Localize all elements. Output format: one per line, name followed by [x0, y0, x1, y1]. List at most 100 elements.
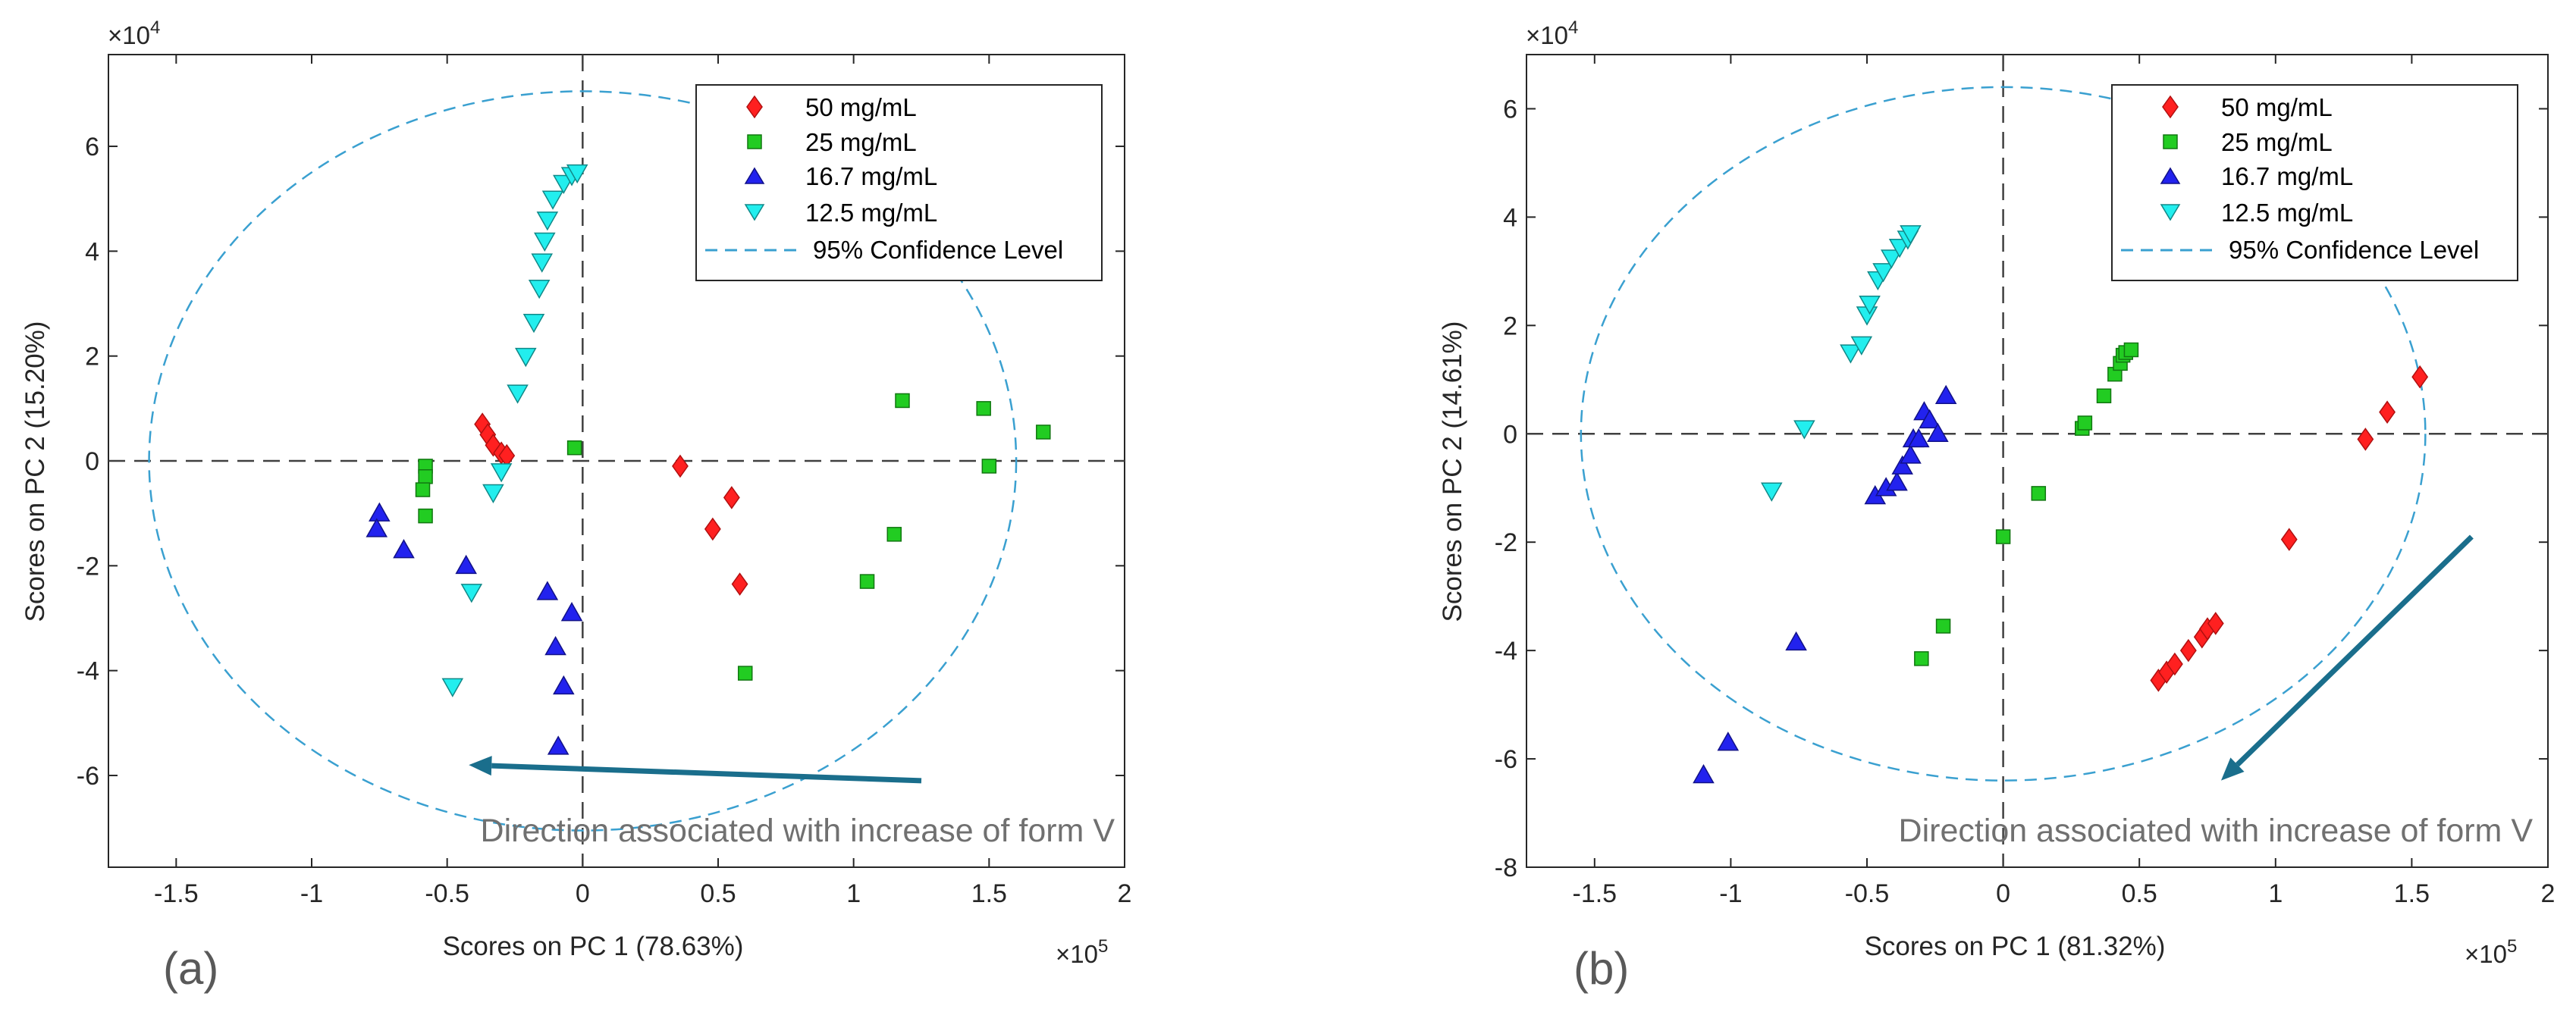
legend-label-25-b: 25 mg/mL	[2221, 128, 2333, 156]
legend-marker-16-b	[2160, 167, 2181, 184]
y-tick-label: 2	[85, 343, 99, 371]
point-16_7-b	[1785, 631, 1807, 651]
point-50-a	[723, 486, 740, 509]
legend-label-16-b: 16.7 mg/mL	[2221, 162, 2353, 190]
point-16_7-b	[1919, 409, 1941, 429]
point-25-a	[976, 401, 991, 416]
point-12_5-a	[541, 190, 564, 210]
point-12_5-a	[490, 463, 513, 483]
point-25-a	[886, 527, 902, 542]
point-12_5-b	[1859, 295, 1881, 315]
legend-label-16-a: 16.7 mg/mL	[805, 162, 937, 190]
point-12_5-a	[536, 211, 559, 231]
x-tick-label: 0	[576, 879, 590, 908]
y-tick-label: 6	[85, 133, 99, 161]
y-tick-label: 0	[85, 447, 99, 476]
point-25-b	[2123, 342, 2139, 358]
point-12_5-a	[515, 347, 537, 368]
point-16_7-a	[455, 554, 477, 575]
legend-label-conf-b: 95% Confidence Level	[2229, 236, 2479, 264]
y-exponent-a: ×104	[108, 17, 160, 49]
x-tick-label: 1	[846, 879, 861, 908]
y-ticks-a: -6 -4 -2 0 2 4 6	[77, 133, 1125, 791]
legend-marker-50-a	[746, 95, 763, 119]
point-16_7-b	[1907, 428, 1930, 448]
point-25-b	[1914, 651, 1929, 666]
point-25-b	[2031, 486, 2047, 501]
point-50-b	[2411, 365, 2429, 389]
point-12_5-b	[1872, 263, 1894, 283]
x-tick-label: 0.5	[2122, 879, 2157, 908]
point-16_7-a	[369, 502, 391, 522]
point-25-a	[1036, 425, 1051, 440]
point-16_7-b	[1934, 384, 1957, 404]
point-16_7-a	[547, 735, 569, 755]
point-16_7-b	[1693, 763, 1715, 784]
y-exponent-b: ×104	[1526, 17, 1578, 49]
x-tick-label: -1	[300, 879, 323, 908]
x-ticks-b: -1.5 -1 -0.5 0 0.5 1 1.5 2	[1573, 55, 2555, 908]
x-tick-label: 1.5	[971, 879, 1007, 908]
point-50-a	[704, 517, 721, 541]
point-50-b	[2357, 428, 2374, 451]
point-16_7-a	[366, 518, 388, 537]
point-25-a	[566, 440, 582, 456]
legend-label-12-a: 12.5 mg/mL	[805, 199, 937, 227]
direction-arrow-shaft	[491, 763, 922, 784]
point-16_7-a	[553, 675, 575, 695]
y-axis-label-a: Scores on PC 2 (15.20%)	[20, 321, 50, 622]
x-tick-label: 1.5	[2394, 879, 2430, 908]
point-12_5-b	[1881, 249, 1903, 269]
point-16_7-b	[1927, 422, 1949, 443]
legend-marker-12-a	[744, 204, 765, 221]
point-12_5-b	[1760, 482, 1783, 502]
panel-label-b: (b)	[1574, 943, 1629, 994]
x-tick-label: -1	[1719, 879, 1742, 908]
point-12_5-a	[522, 313, 545, 334]
panel-a: ×104 Scores on PC 2 (15.20%) Scores on P…	[20, 17, 1131, 994]
point-16_7-b	[1717, 732, 1740, 751]
x-tick-label: 0	[1996, 879, 2010, 908]
x-tick-label: 1	[2268, 879, 2283, 908]
point-12_5-a	[441, 678, 464, 697]
y-ticks-b: -8 -6 -4 -2 0 2 4 6	[1495, 95, 2548, 882]
legend-a: 50 mg/mL 25 mg/mL 16.7 mg/mL 12.5 mg/mL …	[695, 84, 1103, 281]
point-50-b	[2166, 652, 2183, 676]
point-50-b	[2207, 612, 2224, 635]
point-12_5-b	[1900, 225, 1922, 245]
legend-marker-12-b	[2160, 204, 2181, 221]
y-tick-label: -2	[1495, 528, 1517, 557]
x-axis-label-b: Scores on PC 1 (81.32%)	[1865, 932, 2166, 961]
y-tick-label: -6	[1495, 745, 1517, 774]
direction-arrow-head	[2220, 757, 2245, 781]
legend-b: 50 mg/mL 25 mg/mL 16.7 mg/mL 12.5 mg/mL …	[2111, 84, 2518, 281]
x-tick-label: -0.5	[425, 879, 469, 908]
point-16_7-a	[393, 539, 415, 559]
x-exponent-a: ×105	[1056, 936, 1108, 968]
point-25-a	[737, 666, 753, 681]
point-12_5-a	[482, 484, 504, 504]
point-12_5-a	[460, 584, 483, 603]
x-ticks-a: -1.5 -1 -0.5 0 0.5 1 1.5 2	[154, 55, 1131, 908]
y-tick-label: -4	[1495, 637, 1517, 666]
direction-arrow-head	[469, 756, 492, 776]
point-25-b	[2096, 388, 2112, 403]
legend-marker-50-b	[2162, 95, 2179, 119]
point-12_5-a	[566, 164, 588, 184]
confidence-ellipse	[1580, 86, 2427, 782]
y-tick-label: 2	[1503, 312, 1517, 340]
point-25-b	[1935, 619, 1951, 634]
direction-arrow-shaft	[2236, 534, 2474, 767]
point-25-a	[981, 459, 997, 474]
point-50-b	[2280, 528, 2298, 551]
x-tick-label: 2	[1118, 879, 1132, 908]
point-12_5-b	[1840, 344, 1862, 364]
legend-label-50-a: 50 mg/mL	[805, 93, 917, 121]
panel-label-a: (a)	[163, 943, 218, 994]
point-50-a	[672, 454, 689, 478]
y-tick-label: 6	[1503, 95, 1517, 124]
legend-label-25-a: 25 mg/mL	[805, 128, 917, 156]
point-12_5-a	[507, 384, 529, 404]
point-25-a	[895, 393, 910, 409]
